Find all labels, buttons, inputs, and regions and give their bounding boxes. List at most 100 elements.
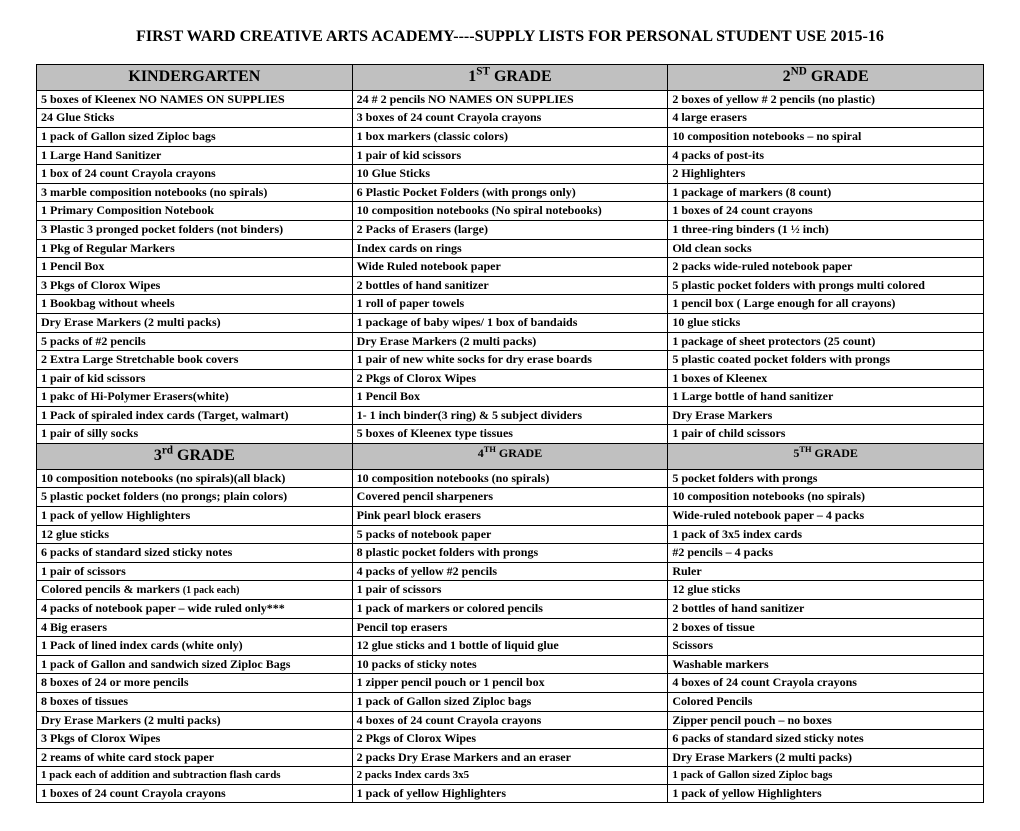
cell: 2 Packs of Erasers (large) [352,220,668,239]
cell: 5 pocket folders with prongs [668,469,984,488]
cell: Dry Erase Markers (2 multi packs) [668,748,984,767]
cell: 1 roll of paper towels [352,295,668,314]
cell: 24 # 2 pencils NO NAMES ON SUPPLIES [352,90,668,109]
header-1st-grade: 1ST GRADE [352,65,668,91]
cell: 1 pair of scissors [352,581,668,600]
cell: 5 plastic pocket folders (no prongs; pla… [37,488,353,507]
cell: 2 packs Index cards 3x5 [352,767,668,784]
cell: Dry Erase Markers (2 multi packs) [37,711,353,730]
cell: 4 packs of notebook paper – wide ruled o… [37,600,353,619]
cell: 6 packs of standard sized sticky notes [37,544,353,563]
cell: 1 Pkg of Regular Markers [37,239,353,258]
cell: 1 box markers (classic colors) [352,127,668,146]
cell: 3 Pkgs of Clorox Wipes [37,730,353,749]
cell: 1 pack of yellow Highlighters [668,784,984,803]
cell: 2 reams of white card stock paper [37,748,353,767]
cell: 10 glue sticks [668,313,984,332]
cell: #2 pencils – 4 packs [668,544,984,563]
cell: Dry Erase Markers (2 multi packs) [352,332,668,351]
cell: 1 package of markers (8 count) [668,183,984,202]
cell: Washable markers [668,655,984,674]
cell: 1 pack of 3x5 index cards [668,525,984,544]
cell: 1 pair of kid scissors [352,146,668,165]
cell: 1 boxes of 24 count Crayola crayons [37,784,353,803]
supply-table: KINDERGARTEN 1ST GRADE 2ND GRADE 5 boxes… [36,64,984,803]
cell: 1 package of sheet protectors (25 count) [668,332,984,351]
cell: 10 composition notebooks (No spiral note… [352,202,668,221]
cell: 2 Pkgs of Clorox Wipes [352,369,668,388]
cell: 1 pack of Gallon sized Ziploc bags [352,693,668,712]
cell: 2 packs Dry Erase Markers and an eraser [352,748,668,767]
cell: Pencil top erasers [352,618,668,637]
cell: 5 plastic pocket folders with prongs mul… [668,276,984,295]
cell: 1 boxes of Kleenex [668,369,984,388]
cell: 10 composition notebooks – no spiral [668,127,984,146]
cell: Pink pearl block erasers [352,507,668,526]
cell: 3 Pkgs of Clorox Wipes [37,276,353,295]
cell: 1 Large Hand Sanitizer [37,146,353,165]
cell: 8 boxes of tissues [37,693,353,712]
cell: 1 pakc of Hi-Polymer Erasers(white) [37,388,353,407]
cell: 2 Highlighters [668,165,984,184]
header-kindergarten: KINDERGARTEN [37,65,353,91]
cell: 8 boxes of 24 or more pencils [37,674,353,693]
cell: 10 composition notebooks (no spirals) [352,469,668,488]
cell: Colored pencils & markers (1 pack each) [37,581,353,600]
cell: 4 boxes of 24 count Crayola crayons [668,674,984,693]
cell: 4 Big erasers [37,618,353,637]
cell: 5 packs of notebook paper [352,525,668,544]
cell: 2 packs wide-ruled notebook paper [668,258,984,277]
cell: 10 Glue Sticks [352,165,668,184]
cell: 1 pair of scissors [37,562,353,581]
cell: 1 box of 24 count Crayola crayons [37,165,353,184]
cell: 24 Glue Sticks [37,109,353,128]
cell: 10 composition notebooks (no spirals)(al… [37,469,353,488]
cell: 1 Pack of spiraled index cards (Target, … [37,406,353,425]
cell: 2 Pkgs of Clorox Wipes [352,730,668,749]
cell: 1 Pencil Box [37,258,353,277]
cell: 1 boxes of 24 count crayons [668,202,984,221]
cell: 3 boxes of 24 count Crayola crayons [352,109,668,128]
cell: 6 packs of standard sized sticky notes [668,730,984,749]
header-3rd-grade: 3rd GRADE [37,444,353,470]
cell: 2 boxes of tissue [668,618,984,637]
cell: 2 Extra Large Stretchable book covers [37,351,353,370]
cell: Zipper pencil pouch – no boxes [668,711,984,730]
cell: 1 package of baby wipes/ 1 box of bandai… [352,313,668,332]
cell: 1 pair of silly socks [37,425,353,444]
cell: 1 pack of Gallon sized Ziploc bags [37,127,353,146]
cell: 5 packs of #2 pencils [37,332,353,351]
cell: 3 Plastic 3 pronged pocket folders (not … [37,220,353,239]
cell: Covered pencil sharpeners [352,488,668,507]
cell: Dry Erase Markers (2 multi packs) [37,313,353,332]
cell: 1 pack of Gallon and sandwich sized Zipl… [37,655,353,674]
cell: 10 composition notebooks (no spirals) [668,488,984,507]
cell: 10 packs of sticky notes [352,655,668,674]
cell: Old clean socks [668,239,984,258]
cell: 1 pair of child scissors [668,425,984,444]
cell: 1 Large bottle of hand sanitizer [668,388,984,407]
cell: 5 boxes of Kleenex type tissues [352,425,668,444]
cell: 1 pack of yellow Highlighters [352,784,668,803]
cell: Dry Erase Markers [668,406,984,425]
header-2nd-grade: 2ND GRADE [668,65,984,91]
cell: 1 zipper pencil pouch or 1 pencil box [352,674,668,693]
cell: 4 packs of post-its [668,146,984,165]
cell: 1 three-ring binders (1 ½ inch) [668,220,984,239]
cell: 4 large erasers [668,109,984,128]
cell: Wide-ruled notebook paper – 4 packs [668,507,984,526]
cell: 6 Plastic Pocket Folders (with prongs on… [352,183,668,202]
cell: 2 boxes of yellow # 2 pencils (no plasti… [668,90,984,109]
cell: Index cards on rings [352,239,668,258]
cell: 12 glue sticks and 1 bottle of liquid gl… [352,637,668,656]
cell: 12 glue sticks [668,581,984,600]
cell: Ruler [668,562,984,581]
cell: Colored Pencils [668,693,984,712]
cell: 5 boxes of Kleenex NO NAMES ON SUPPLIES [37,90,353,109]
cell: 1 Pack of lined index cards (white only) [37,637,353,656]
cell: 1 pack each of addition and subtraction … [37,767,353,784]
page-title: FIRST WARD CREATIVE ARTS ACADEMY----SUPP… [36,28,984,46]
cell: 1 pack of yellow Highlighters [37,507,353,526]
cell: 1 pack of markers or colored pencils [352,600,668,619]
cell: 2 bottles of hand sanitizer [668,600,984,619]
